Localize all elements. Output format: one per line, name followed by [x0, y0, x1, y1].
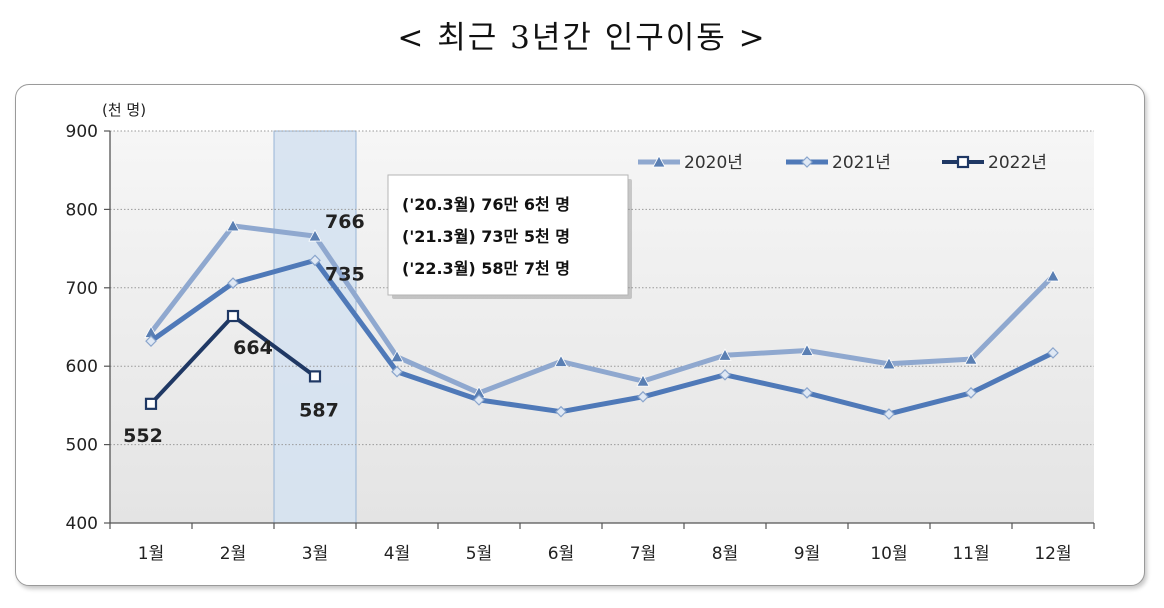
x-tick-label-9월: 9월 — [794, 544, 820, 564]
data-point-2021년-10월 — [883, 408, 895, 420]
data-label-664: 664 — [233, 337, 273, 359]
data-point-2022년-3월 — [308, 370, 322, 383]
data-point-2021년-5월 — [473, 394, 485, 406]
data-point-2021년-4월 — [391, 365, 403, 378]
data-point-2020년-7월 — [636, 374, 650, 387]
unit-label: (천 명) — [102, 101, 146, 119]
data-point-2021년-7월 — [637, 390, 649, 403]
x-tick-label-8월: 8월 — [712, 544, 738, 564]
data-point-2021년-11월 — [965, 387, 977, 399]
annotation-box — [387, 174, 629, 296]
legend-marker-2020년 — [652, 155, 666, 168]
legend-marker-2022년 — [956, 155, 970, 169]
x-tick-label-7월: 7월 — [630, 544, 656, 564]
y-tick-label-500: 500 — [66, 436, 98, 456]
data-point-2020년-2월 — [226, 219, 240, 232]
x-tick-label-10월: 10월 — [870, 544, 907, 564]
line-chart: 400 500 600 700 800 900 1월 2월 3월 4월 5월 6월 7월 8월 9월 10월 1… — [66, 101, 1095, 564]
data-point-2020년-3월 — [308, 229, 322, 242]
x-tick-label-11월: 11월 — [952, 544, 989, 564]
y-tick-label-900: 900 — [66, 122, 98, 142]
data-point-2021년-12월 — [1047, 347, 1059, 359]
annotation-line: ('22.3월) 58만 7천 명 — [402, 259, 570, 278]
data-point-2020년-4월 — [390, 349, 404, 363]
x-tick-label-1월: 1월 — [138, 544, 164, 564]
data-point-2020년-6월 — [554, 354, 568, 367]
data-label-735: 735 — [325, 263, 365, 285]
data-point-2020년-12월 — [1046, 269, 1060, 282]
legend-marker-2021년 — [801, 156, 813, 168]
data-point-2021년-9월 — [801, 387, 813, 399]
chart-frame: 400 500 600 700 800 900 1월 2월 3월 4월 5월 6월 7월 8월 9월 10월 1… — [15, 84, 1145, 586]
data-point-2021년-1월 — [145, 335, 157, 347]
series-line-2021년 — [148, 257, 1056, 417]
data-label-587: 587 — [299, 399, 339, 421]
data-label-766: 766 — [325, 211, 365, 233]
legend-label-2020년: 2020년 — [684, 153, 743, 173]
data-label-552: 552 — [123, 425, 163, 447]
page-title: < 최근 3년간 인구이동 > — [397, 20, 767, 56]
annotation-line: ('20.3월) 76만 6천 명 — [402, 195, 570, 214]
y-tick-label-600: 600 — [66, 357, 98, 377]
y-tick-label-700: 700 — [66, 279, 98, 299]
x-tick-label-2월: 2월 — [220, 544, 246, 564]
highlight-band-3월 — [273, 130, 357, 524]
x-tick-label-3월: 3월 — [302, 544, 328, 564]
legend-label-2021년: 2021년 — [832, 153, 891, 173]
annotation-line: ('21.3월) 73만 5천 명 — [402, 227, 570, 246]
data-point-2021년-6월 — [555, 405, 567, 418]
data-point-2021년-8월 — [719, 368, 731, 381]
series-line-2020년 — [148, 223, 1056, 396]
data-point-2021년-2월 — [227, 277, 239, 289]
x-tick-label-6월: 6월 — [548, 544, 574, 564]
y-tick-label-400: 400 — [66, 514, 98, 534]
y-tick-label-800: 800 — [66, 200, 98, 220]
x-tick-label-12월: 12월 — [1034, 544, 1071, 564]
data-point-2020년-10월 — [882, 357, 896, 370]
data-point-2022년-1월 — [144, 397, 158, 410]
data-point-2020년-8월 — [718, 348, 732, 361]
data-point-2021년-3월 — [309, 254, 321, 267]
data-point-2022년-2월 — [226, 309, 240, 323]
x-tick-label-5월: 5월 — [466, 544, 492, 564]
data-point-2020년-11월 — [964, 352, 978, 365]
legend-label-2022년: 2022년 — [988, 153, 1047, 173]
data-point-2020년-9월 — [800, 343, 814, 356]
x-tick-label-4월: 4월 — [384, 544, 410, 564]
